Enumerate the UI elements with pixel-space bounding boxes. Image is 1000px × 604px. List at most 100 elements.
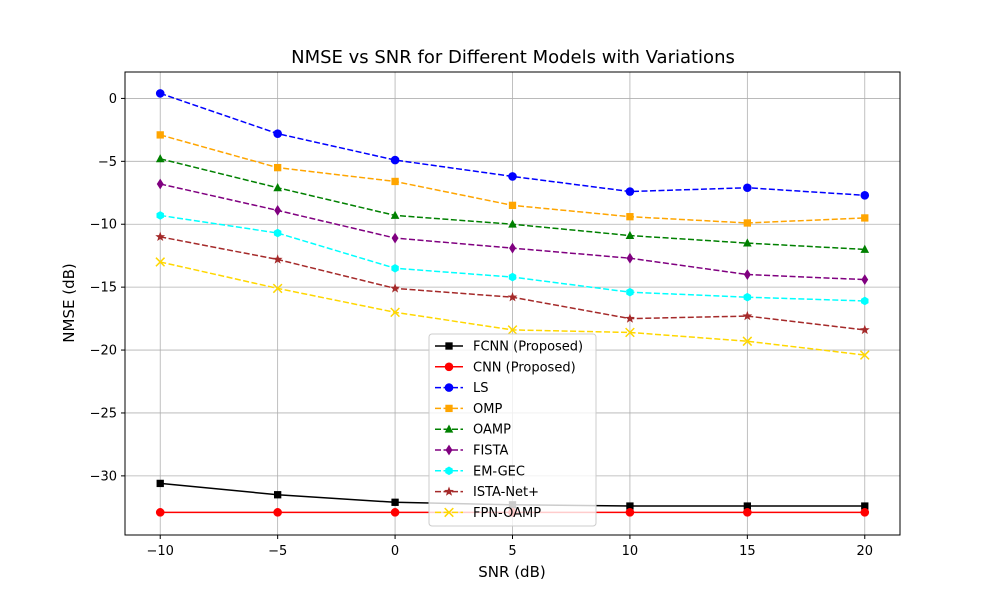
legend-item-omp: OMP (435, 402, 502, 417)
legend-marker (445, 342, 453, 350)
series-layer (155, 89, 870, 517)
data-point (391, 232, 399, 244)
data-point (743, 508, 752, 517)
data-point (861, 274, 869, 285)
data-point (274, 205, 282, 216)
data-point (155, 508, 165, 517)
data-point (743, 502, 752, 510)
data-point (743, 183, 752, 193)
legend-marker (445, 404, 453, 413)
data-point (742, 336, 753, 347)
data-point (507, 292, 518, 302)
data-point (625, 230, 635, 239)
data-point (390, 307, 400, 318)
data-point (861, 296, 869, 306)
data-point (391, 263, 399, 273)
legend-label: OAMP (473, 423, 511, 438)
data-point (272, 283, 283, 294)
y-tick-label: −20 (90, 344, 117, 359)
x-tick-label: −5 (268, 544, 287, 559)
data-point (508, 201, 517, 210)
legend-label: ISTA-Net+ (473, 485, 539, 500)
y-tick-label: −5 (98, 155, 117, 170)
data-point (273, 183, 282, 192)
legend-item-fista: FISTA (435, 444, 508, 459)
series-em-gec (156, 211, 869, 306)
data-point (273, 228, 282, 238)
y-tick-label: −15 (90, 281, 117, 296)
x-tick-label: −10 (147, 544, 174, 559)
x-tick-label: 20 (856, 544, 873, 559)
y-axis-label: NMSE (dB) (60, 263, 78, 342)
data-point (625, 508, 635, 517)
data-point (743, 219, 752, 227)
y-axis-ticks: 0 −5 −10 −15 −20 −25 −30 (90, 92, 125, 484)
legend-label: LS (473, 381, 489, 396)
y-tick-label: −25 (90, 406, 117, 421)
data-point (743, 292, 752, 302)
data-point (390, 283, 400, 293)
data-point (155, 257, 166, 267)
data-point (155, 154, 165, 163)
data-point (390, 508, 400, 517)
legend: FCNN (Proposed) CNN (Proposed) LS OMP OAMP FI… (428, 333, 597, 527)
data-point (626, 252, 634, 264)
legend-label: FCNN (Proposed) (473, 340, 583, 355)
x-tick-label: 15 (739, 544, 756, 559)
legend-marker (445, 466, 453, 476)
legend-marker (444, 383, 454, 392)
data-point (859, 350, 870, 360)
legend-box (428, 333, 597, 527)
y-tick-label: −10 (90, 218, 117, 233)
data-point (391, 498, 399, 506)
legend-item-fcnn-proposed: FCNN (Proposed) (435, 340, 583, 355)
data-point (508, 272, 517, 282)
data-point (861, 214, 869, 222)
data-point (860, 244, 870, 253)
series-ista-net (155, 231, 870, 335)
data-point (859, 324, 870, 335)
data-point (508, 172, 517, 181)
legend-label: FISTA (473, 444, 508, 459)
data-point (156, 211, 164, 220)
data-point (273, 129, 282, 138)
data-point (626, 287, 634, 297)
data-point (156, 178, 164, 190)
data-point (509, 242, 516, 254)
legend-label: OMP (473, 402, 502, 417)
data-point (860, 508, 870, 517)
data-point (861, 502, 869, 510)
data-point (625, 327, 635, 338)
legend-marker (444, 362, 454, 372)
y-tick-label: 0 (109, 92, 117, 107)
data-point (155, 89, 165, 98)
legend-label: FPN-OAMP (473, 506, 541, 521)
data-point (508, 219, 517, 228)
legend-item-oamp: OAMP (435, 423, 511, 438)
data-point (273, 163, 282, 172)
x-axis-ticks: −10 −5 0 5 10 15 20 (147, 535, 873, 559)
data-point (156, 131, 164, 139)
data-point (742, 310, 753, 321)
data-point (743, 269, 751, 280)
data-point (860, 190, 870, 200)
legend-label: CNN (Proposed) (473, 360, 576, 375)
data-point (625, 313, 635, 323)
series-omp (156, 131, 869, 227)
x-tick-label: 0 (391, 544, 399, 559)
data-point (272, 254, 283, 264)
y-tick-label: −30 (90, 469, 117, 484)
legend-item-cnn-proposed: CNN (Proposed) (435, 360, 576, 375)
chart-title: NMSE vs SNR for Different Models with Va… (291, 47, 735, 68)
legend-item-em-gec: EM-GEC (435, 464, 525, 479)
x-tick-label: 10 (622, 544, 639, 559)
series-fista (156, 178, 869, 285)
data-point (625, 187, 635, 196)
series-fpn-oamp (155, 257, 870, 360)
data-point (743, 238, 752, 247)
legend-item-ista-net: ISTA-Net+ (435, 485, 539, 500)
data-point (507, 325, 518, 335)
legend-marker (444, 424, 454, 433)
legend-item-ls: LS (435, 381, 489, 396)
